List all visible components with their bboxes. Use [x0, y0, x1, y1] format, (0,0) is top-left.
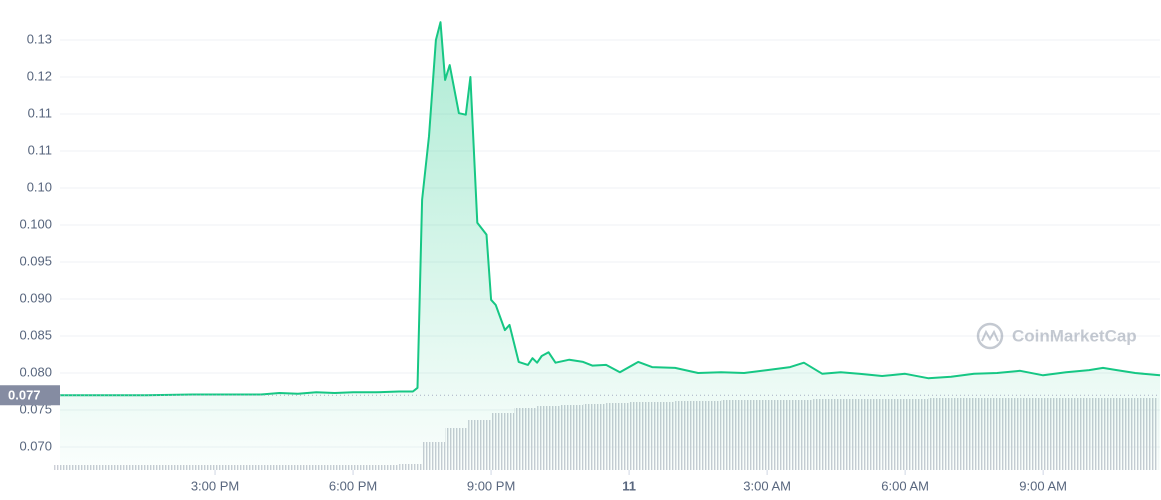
- last-price-label: 0.077: [8, 388, 41, 403]
- y-tick-label: 0.100: [19, 216, 52, 231]
- x-tick-label: 3:00 PM: [191, 478, 239, 493]
- y-tick-label: 0.080: [19, 364, 52, 379]
- y-tick-label: 0.11: [28, 142, 52, 157]
- x-tick-label: 9:00 AM: [1019, 478, 1067, 493]
- y-tick-label: 0.090: [19, 290, 52, 305]
- last-price-box: [0, 385, 60, 406]
- watermark: CoinMarketCap: [976, 322, 1137, 350]
- y-tick-label: 0.12: [27, 68, 52, 83]
- y-tick-label: 0.10: [27, 179, 52, 194]
- x-tick-label: 3:00 AM: [743, 478, 791, 493]
- y-tick-label: 0.13: [27, 31, 52, 46]
- x-tick-label: 6:00 AM: [881, 478, 929, 493]
- x-tick-label: 11: [622, 478, 636, 493]
- price-area: [60, 22, 1160, 470]
- price-line: [60, 21, 1161, 397]
- y-tick-label: 0.085: [19, 327, 52, 342]
- watermark-text: CoinMarketCap: [1012, 326, 1137, 345]
- x-tick-label: 9:00 PM: [467, 478, 515, 493]
- y-tick-label: 0.070: [19, 438, 52, 453]
- y-tick-label: 0.11: [28, 105, 52, 120]
- y-tick-label: 0.095: [19, 253, 52, 268]
- x-tick-label: 6:00 PM: [329, 478, 377, 493]
